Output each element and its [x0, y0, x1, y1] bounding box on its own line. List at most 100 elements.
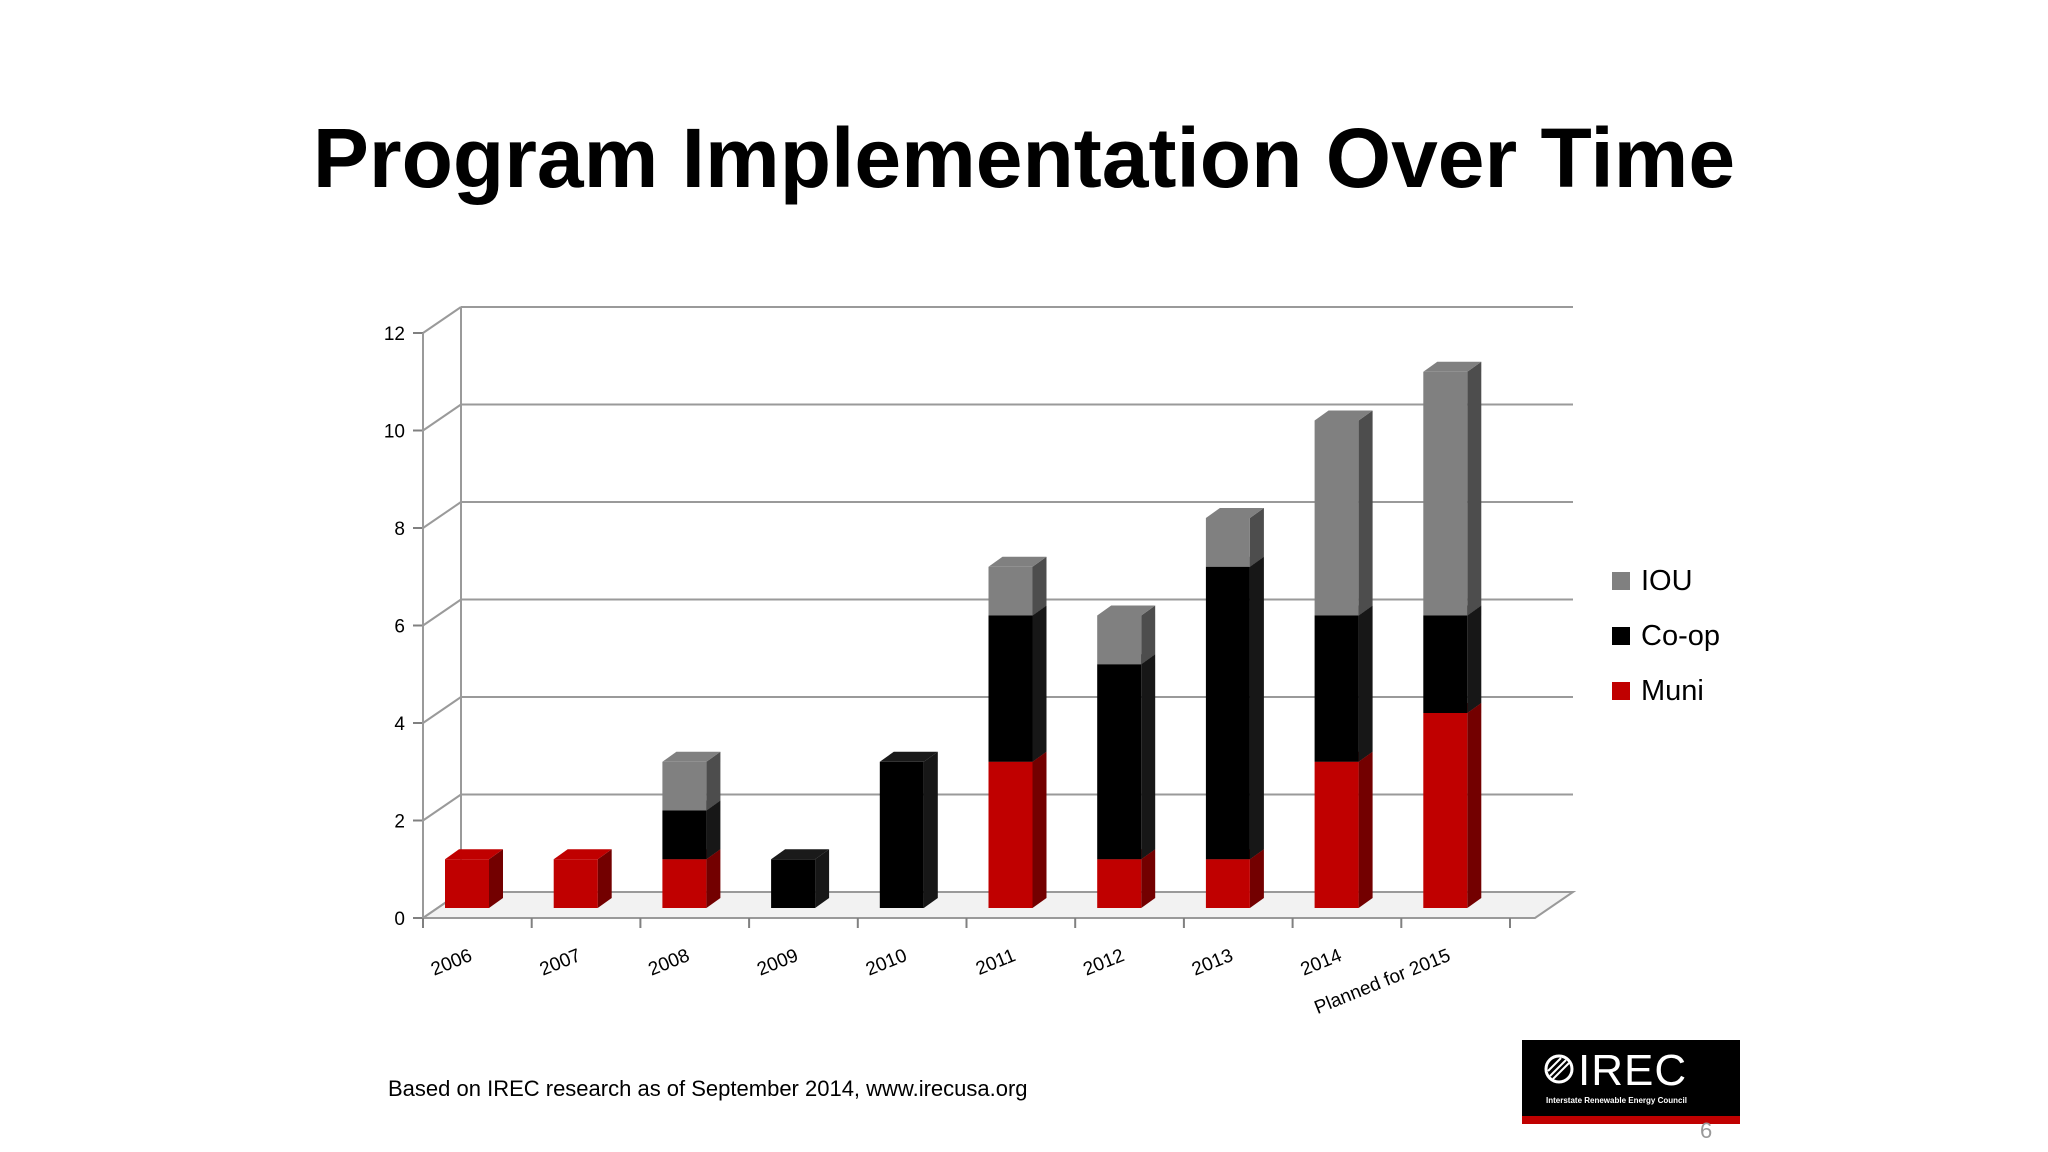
bar-front-face — [1097, 615, 1142, 665]
y-tick-label: 8 — [394, 519, 405, 540]
bar-side-face — [1032, 751, 1047, 908]
bar-top-face — [988, 556, 1047, 567]
irec-logo: IREC Interstate Renewable Energy Council — [1522, 1040, 1740, 1124]
bar-side-face — [706, 800, 721, 860]
x-tick-label: 2013 — [1189, 945, 1236, 980]
bar-segment-muni-2011 — [988, 751, 1047, 908]
x-tick-label: 2009 — [754, 945, 801, 980]
x-tick-label: 2011 — [973, 945, 1019, 980]
bar-top-face — [1314, 410, 1373, 421]
slide-title: Program Implementation Over Time — [312, 111, 1736, 205]
bar-side-face — [1141, 849, 1156, 908]
bar-top-face — [1423, 361, 1482, 372]
bar-segment-iou-planned-for-2015 — [1423, 361, 1482, 616]
y-tick-label: 10 — [384, 422, 405, 443]
y-tick-label: 12 — [384, 324, 405, 345]
y-tick-label: 4 — [394, 714, 405, 735]
y-tick-label: 6 — [394, 617, 405, 638]
bar-front-face — [1423, 615, 1468, 713]
bar-segment-iou-2013 — [1205, 508, 1264, 567]
gridline-diagonal — [422, 306, 462, 334]
bar-segment-iou-2012 — [1097, 605, 1156, 665]
bar-segment-co-op-2012 — [1097, 654, 1156, 860]
bar-top-face — [1205, 508, 1264, 518]
bar-side-face — [1141, 605, 1156, 665]
bar-side-face — [923, 751, 938, 908]
bar-top-face — [879, 751, 938, 762]
bar-top-face — [771, 849, 830, 860]
bar-top-face — [445, 849, 503, 860]
bar-side-face — [1467, 703, 1482, 908]
bar-front-face — [1423, 713, 1468, 908]
bar-segment-co-op-2013 — [1205, 556, 1264, 860]
bar-front-face — [1205, 859, 1250, 908]
bar-side-face — [1032, 556, 1047, 616]
bar-front-face — [1314, 761, 1359, 908]
bar-segment-co-op-2010 — [879, 751, 938, 908]
bar-side-face — [1358, 605, 1373, 762]
bar-front-face — [445, 859, 489, 908]
bar-side-face — [1141, 654, 1156, 860]
y-tick-label: 2 — [394, 812, 405, 833]
x-tick-label: 2014 — [1298, 945, 1345, 980]
x-tick-label: 2010 — [863, 945, 910, 980]
bar-front-face — [1314, 615, 1359, 762]
bar-segment-iou-2008 — [662, 751, 721, 811]
irec-globe-icon — [1544, 1054, 1574, 1084]
x-tick-label: 2012 — [1080, 945, 1127, 980]
bar-front-face — [1314, 420, 1359, 616]
x-tick-label: 2008 — [646, 945, 693, 980]
bar-front-face — [988, 566, 1033, 616]
bar-side-face — [1467, 605, 1482, 713]
gridline-diagonal — [422, 403, 462, 432]
bar-front-face — [1097, 664, 1142, 860]
bar-front-face — [1097, 859, 1142, 908]
legend-swatch — [1612, 682, 1630, 700]
bar-segment-co-op-2009 — [771, 849, 830, 908]
bar-side-face — [815, 849, 830, 908]
legend-label: Muni — [1641, 675, 1704, 707]
bar-side-face — [1249, 849, 1264, 908]
bar-front-face — [988, 761, 1033, 908]
bar-front-face — [1205, 518, 1250, 567]
bar-side-face — [706, 751, 721, 811]
chart-legend: IOU Co-op Muni — [1612, 565, 1720, 707]
bar-front-face — [879, 761, 924, 908]
bar-front-face — [1205, 566, 1250, 860]
gridline-diagonal — [422, 793, 462, 822]
gridline-diagonal — [422, 501, 462, 529]
bar-side-face — [597, 849, 612, 908]
gridline-diagonal — [422, 598, 462, 627]
bar-front-face — [662, 859, 707, 908]
bar-segment-iou-2011 — [988, 556, 1047, 616]
bar-front-face — [1423, 371, 1468, 616]
logo-tagline: Interstate Renewable Energy Council — [1546, 1096, 1687, 1105]
bar-side-face — [1467, 361, 1482, 616]
source-footnote: Based on IREC research as of September 2… — [388, 1076, 1028, 1101]
bar-front-face — [662, 761, 707, 811]
bar-side-face — [706, 849, 721, 908]
bar-front-face — [553, 859, 598, 908]
x-tick-label: 2006 — [428, 945, 475, 980]
bar-segment-muni-2008 — [662, 849, 721, 908]
bar-front-face — [771, 859, 816, 908]
bar-segment-muni-2006 — [445, 849, 503, 908]
x-tick-label: 2007 — [537, 945, 584, 980]
gridline-diagonal — [422, 696, 462, 724]
bar-front-face — [662, 810, 707, 860]
bar-side-face — [489, 849, 503, 908]
bar-side-face — [1032, 605, 1047, 762]
bar-segment-co-op-2014 — [1314, 605, 1373, 762]
bar-segment-muni-2007 — [553, 849, 612, 908]
bar-segment-iou-2014 — [1314, 410, 1373, 616]
bar-side-face — [1249, 508, 1264, 567]
logo-wordmark: IREC — [1578, 1046, 1688, 1095]
legend-swatch — [1612, 572, 1630, 590]
bar-segment-co-op-2011 — [988, 605, 1047, 762]
bar-segment-muni-planned-for-2015 — [1423, 703, 1482, 908]
chart-axes — [413, 307, 1511, 928]
bar-side-face — [1358, 751, 1373, 908]
legend-label: Co-op — [1641, 620, 1720, 652]
chart-bars — [445, 361, 1482, 908]
